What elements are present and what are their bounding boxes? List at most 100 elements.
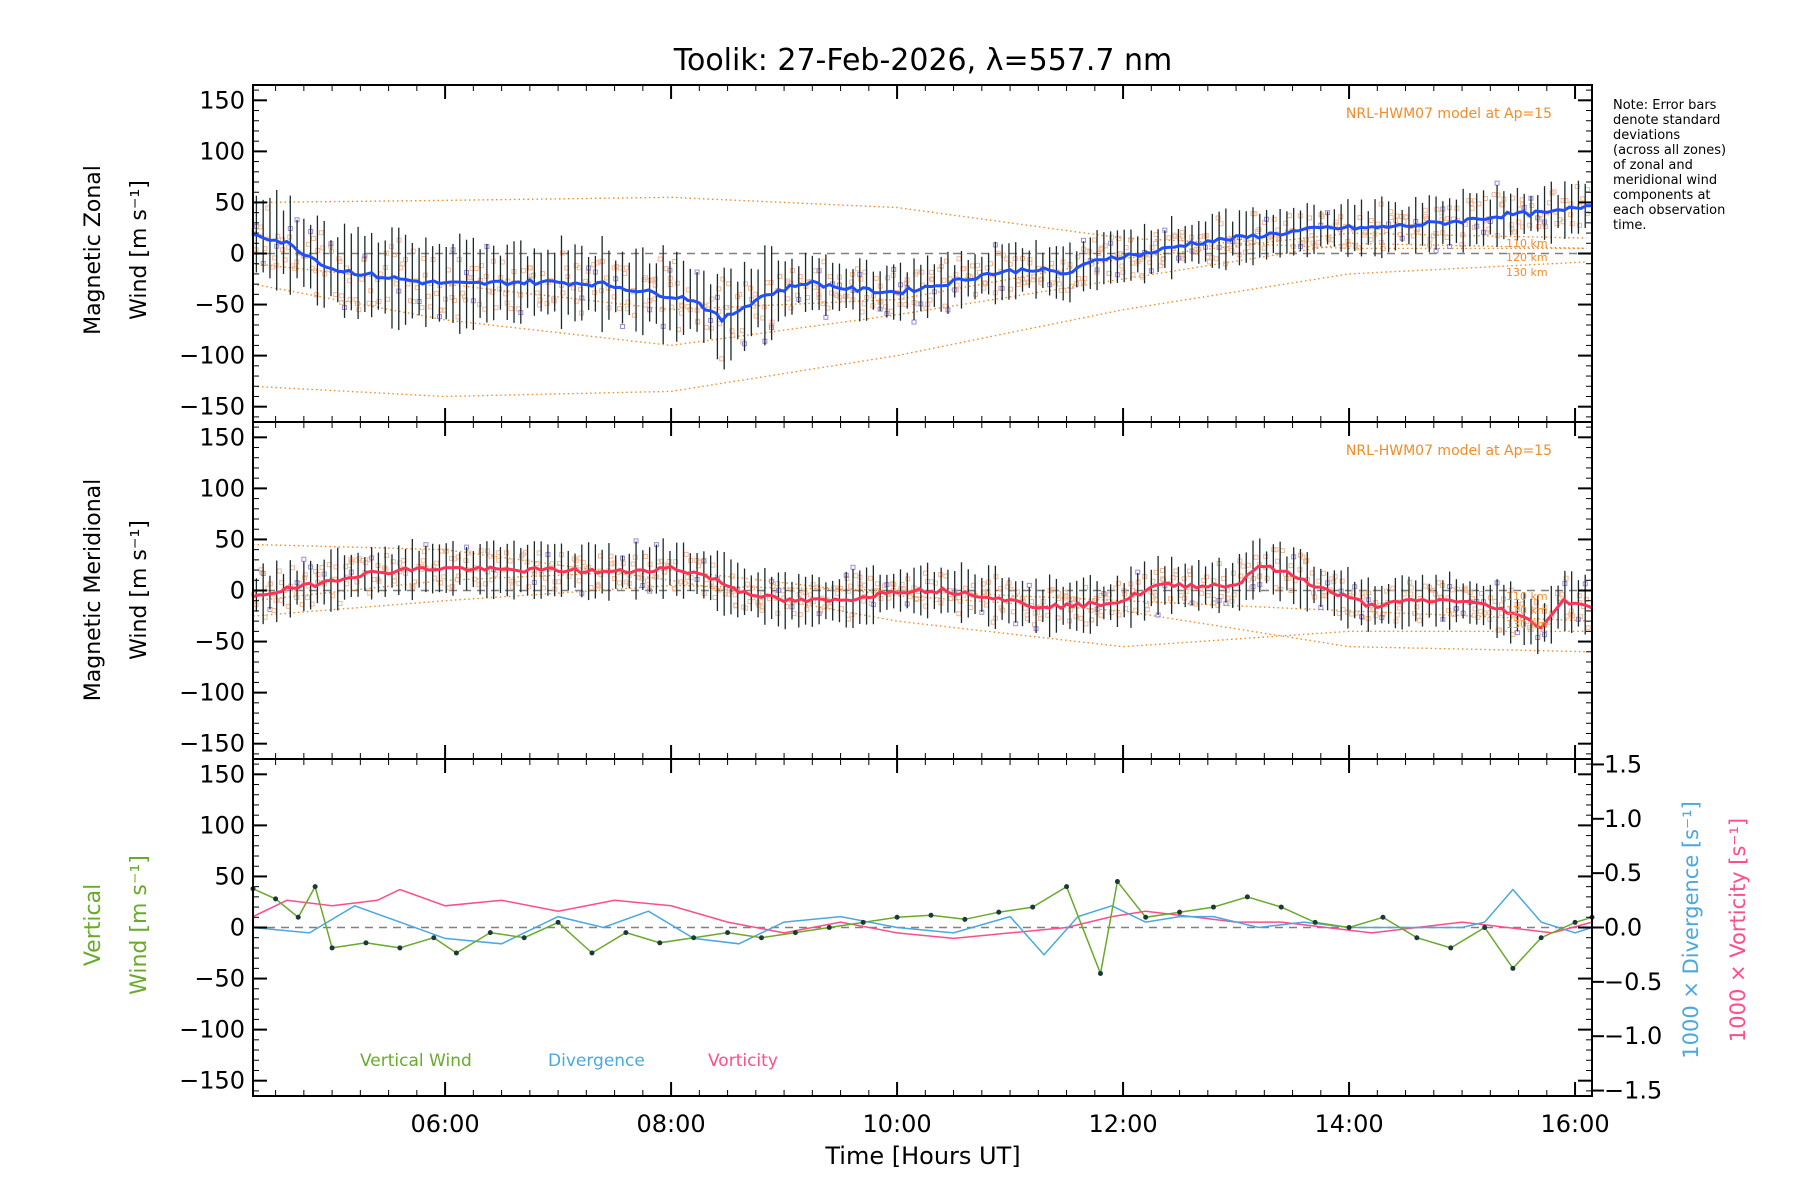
zone-point xyxy=(566,573,572,579)
zone-point xyxy=(1353,610,1359,616)
zone-point xyxy=(556,579,562,585)
zone-point xyxy=(957,598,963,604)
zone-point xyxy=(1120,269,1126,275)
vertical-wind-point xyxy=(1448,945,1454,951)
zone-point xyxy=(507,558,513,564)
y2-tick-label: 1.0 xyxy=(1604,805,1642,833)
vertical-wind-point xyxy=(312,884,318,890)
zone-point xyxy=(1215,602,1221,608)
zone-point xyxy=(595,583,601,589)
zone-point xyxy=(443,296,449,302)
x-tick-label: 12:00 xyxy=(1088,1110,1157,1138)
zone-point xyxy=(834,293,840,299)
zone-point xyxy=(1339,578,1345,584)
y-tick-label: −50 xyxy=(194,965,245,993)
zone-point xyxy=(759,604,765,610)
zone-point xyxy=(1181,595,1187,601)
zone-point xyxy=(483,581,489,587)
zone-point xyxy=(649,277,655,283)
y-tick-label: 0 xyxy=(230,577,245,605)
zone-point xyxy=(678,579,684,585)
zone-point xyxy=(1055,277,1061,283)
vertical-wind-point xyxy=(1064,884,1070,890)
zone-point xyxy=(1211,600,1217,606)
y2-tick-label: 0.0 xyxy=(1604,914,1642,942)
zone-point xyxy=(521,268,527,274)
zone-point xyxy=(1202,233,1208,239)
zone-point xyxy=(929,269,935,275)
zone-point xyxy=(740,604,746,610)
zone-point xyxy=(1283,220,1289,226)
error-bar-note: Note: Error bars denote standard deviati… xyxy=(1613,98,1783,233)
zone-point xyxy=(1368,218,1374,224)
zone-point xyxy=(919,269,925,275)
vertical-wind-point xyxy=(521,935,527,941)
zone-point xyxy=(1475,614,1481,620)
zone-point xyxy=(478,548,484,554)
zone-point xyxy=(359,276,365,282)
zone-point xyxy=(356,307,362,313)
zone-point xyxy=(937,572,943,578)
zone-point xyxy=(752,291,758,297)
zone-point xyxy=(463,297,469,303)
zone-point xyxy=(419,305,425,311)
vertical-wind-point xyxy=(487,930,493,936)
zone-point xyxy=(652,282,658,288)
zone-point xyxy=(1494,180,1500,186)
vertical-wind-point xyxy=(273,896,279,902)
zone-point xyxy=(305,595,311,601)
zone-point xyxy=(1563,197,1569,203)
vertical-wind-point xyxy=(1244,894,1250,900)
zone-point xyxy=(339,299,345,305)
meridional-model-alt-110: 110 km xyxy=(1506,590,1548,603)
zone-point xyxy=(410,248,416,254)
zone-point xyxy=(810,582,816,588)
zone-point xyxy=(1346,241,1352,247)
vorticity-axis-label: 1000 × Vorticity [s⁻¹] xyxy=(1726,818,1750,1042)
zone-point xyxy=(623,265,629,271)
note-line: denote standard xyxy=(1613,113,1721,128)
zone-point xyxy=(339,293,345,299)
zone-point xyxy=(592,290,598,296)
zone-point xyxy=(915,301,921,307)
zone-point xyxy=(371,576,377,582)
zone-point xyxy=(310,235,316,241)
vertical-wind-point xyxy=(860,919,866,925)
x-tick-label: 08:00 xyxy=(636,1110,705,1138)
zone-point xyxy=(1304,237,1310,243)
zone-point xyxy=(368,288,374,294)
zone-point xyxy=(1098,246,1104,252)
vertical-wind-point xyxy=(1346,925,1352,930)
zone-point xyxy=(483,273,489,279)
vertical-wind-point xyxy=(1380,914,1386,920)
legend-vertical-wind: Vertical Wind xyxy=(360,1051,472,1071)
vertical-wind-point xyxy=(1210,904,1216,910)
zone-point xyxy=(301,556,307,562)
zone-point xyxy=(840,297,846,303)
zone-point xyxy=(620,560,626,566)
zonal-wind-line xyxy=(252,204,1593,324)
vertical-wind-point xyxy=(894,914,900,920)
zone-point xyxy=(1224,587,1230,593)
zone-point xyxy=(838,585,844,591)
zone-point xyxy=(747,285,753,291)
zone-point xyxy=(456,573,462,579)
zone-point xyxy=(1407,579,1413,585)
divergence-line xyxy=(252,888,1593,956)
zone-point xyxy=(1551,189,1557,195)
zone-point xyxy=(1197,234,1203,240)
zone-point xyxy=(617,580,623,586)
zone-point xyxy=(712,585,718,591)
zone-point xyxy=(1230,570,1236,576)
zone-point xyxy=(347,296,353,302)
meridional-model-alt-120: 120 km xyxy=(1506,604,1548,617)
zone-point xyxy=(1351,590,1357,596)
divergence-axis-label: 1000 × Divergence [s⁻¹] xyxy=(1679,801,1703,1059)
vertical-wind-point xyxy=(657,940,663,946)
zone-point xyxy=(383,250,389,256)
vertical-wind-point xyxy=(1538,935,1544,941)
zone-point xyxy=(1161,255,1167,261)
zone-point xyxy=(948,596,954,602)
zone-point xyxy=(1179,229,1185,235)
zone-point xyxy=(1063,595,1069,601)
